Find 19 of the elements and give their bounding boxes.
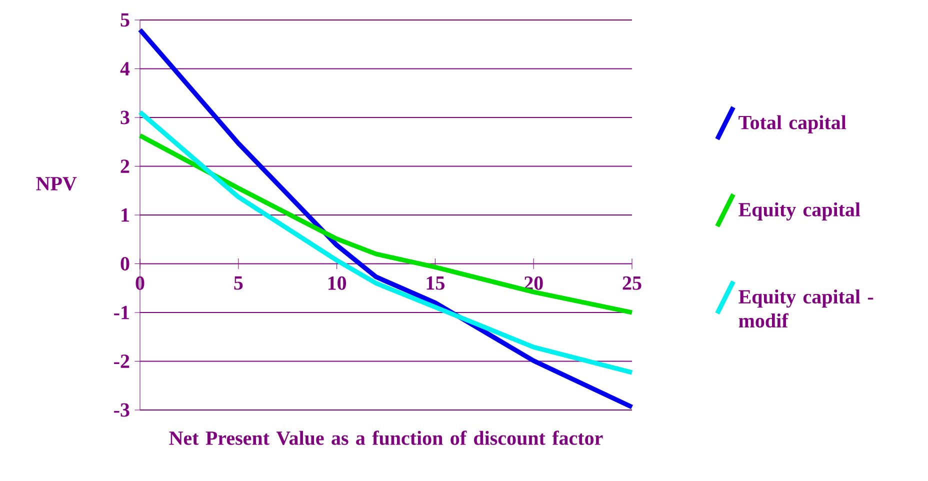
y-axis-title: NPV	[36, 177, 77, 191]
y-tick-label: 2	[120, 160, 130, 173]
legend-label: Equity capital	[738, 202, 860, 221]
legend-label: Total capital	[738, 115, 846, 134]
y-tick-label: 1	[122, 208, 129, 222]
y-tick-label: -1	[114, 306, 129, 320]
x-tick-label: 15	[426, 276, 444, 290]
x-tick-label: 10	[328, 276, 346, 290]
y-tick-label: 5	[120, 13, 130, 27]
x-tick-label: 5	[234, 276, 243, 290]
y-tick-label: 4	[120, 62, 130, 76]
y-tick-label: -3	[114, 403, 130, 417]
y-tick-label: -2	[114, 354, 130, 368]
y-tick-label: 0	[120, 257, 130, 270]
legend-label: Equity capital - modif	[738, 289, 874, 328]
x-tick-label: 0	[136, 276, 144, 290]
x-tick-label: 25	[622, 276, 642, 290]
x-axis-title: Net Present Value as a function of discount factor	[169, 430, 603, 446]
y-tick-label: 3	[120, 110, 130, 124]
